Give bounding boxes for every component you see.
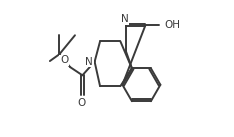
Text: O: O xyxy=(60,55,68,65)
Text: N: N xyxy=(85,57,93,67)
Text: OH: OH xyxy=(164,20,180,30)
Text: N: N xyxy=(121,14,129,24)
Text: O: O xyxy=(78,98,86,108)
